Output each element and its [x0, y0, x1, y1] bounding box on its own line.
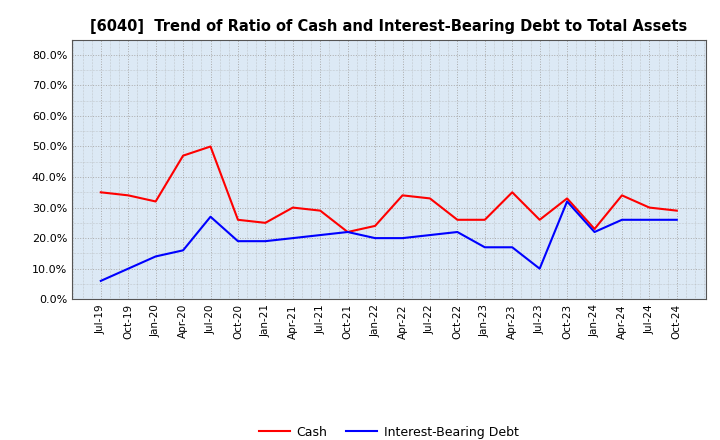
Interest-Bearing Debt	[398, 235, 407, 241]
Interest-Bearing Debt	[453, 229, 462, 235]
Interest-Bearing Debt	[563, 199, 572, 204]
Cash	[398, 193, 407, 198]
Cash	[371, 223, 379, 228]
Interest-Bearing Debt	[426, 232, 434, 238]
Line: Interest-Bearing Debt: Interest-Bearing Debt	[101, 202, 677, 281]
Cash	[289, 205, 297, 210]
Title: [6040]  Trend of Ratio of Cash and Interest-Bearing Debt to Total Assets: [6040] Trend of Ratio of Cash and Intere…	[90, 19, 688, 34]
Interest-Bearing Debt	[645, 217, 654, 223]
Cash	[453, 217, 462, 223]
Cash	[508, 190, 516, 195]
Cash	[179, 153, 187, 158]
Interest-Bearing Debt	[343, 229, 352, 235]
Cash	[536, 217, 544, 223]
Interest-Bearing Debt	[316, 232, 325, 238]
Interest-Bearing Debt	[672, 217, 681, 223]
Cash	[206, 144, 215, 149]
Cash	[151, 199, 160, 204]
Cash	[590, 226, 599, 231]
Interest-Bearing Debt	[261, 238, 270, 244]
Cash	[618, 193, 626, 198]
Interest-Bearing Debt	[618, 217, 626, 223]
Cash	[316, 208, 325, 213]
Cash	[480, 217, 489, 223]
Interest-Bearing Debt	[508, 245, 516, 250]
Interest-Bearing Debt	[590, 229, 599, 235]
Cash	[124, 193, 132, 198]
Interest-Bearing Debt	[480, 245, 489, 250]
Cash	[233, 217, 242, 223]
Interest-Bearing Debt	[536, 266, 544, 271]
Interest-Bearing Debt	[179, 248, 187, 253]
Interest-Bearing Debt	[151, 254, 160, 259]
Interest-Bearing Debt	[371, 235, 379, 241]
Cash	[672, 208, 681, 213]
Interest-Bearing Debt	[206, 214, 215, 220]
Cash	[563, 196, 572, 201]
Cash	[645, 205, 654, 210]
Interest-Bearing Debt	[233, 238, 242, 244]
Interest-Bearing Debt	[289, 235, 297, 241]
Interest-Bearing Debt	[96, 278, 105, 283]
Cash	[426, 196, 434, 201]
Line: Cash: Cash	[101, 147, 677, 232]
Cash	[343, 229, 352, 235]
Legend: Cash, Interest-Bearing Debt: Cash, Interest-Bearing Debt	[254, 421, 523, 440]
Cash	[96, 190, 105, 195]
Cash	[261, 220, 270, 225]
Interest-Bearing Debt	[124, 266, 132, 271]
